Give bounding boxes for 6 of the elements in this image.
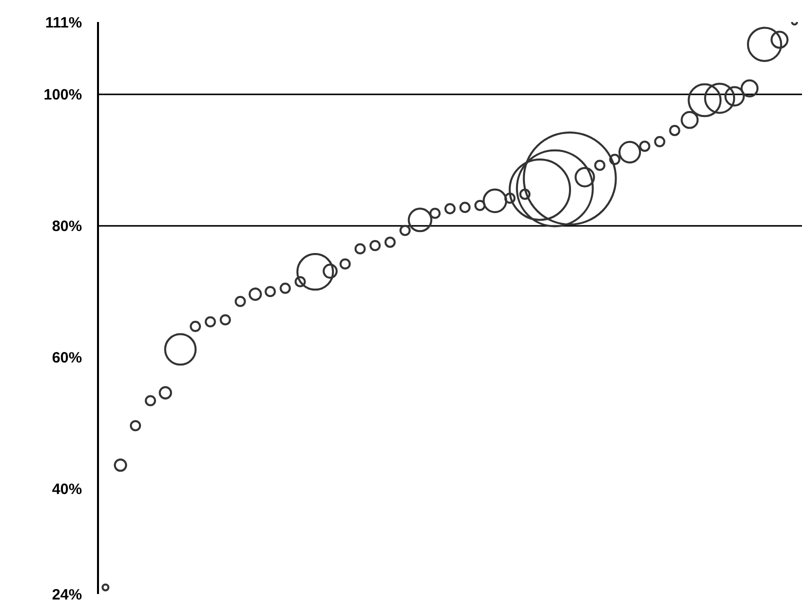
- y-tick-label: 111%: [45, 14, 82, 32]
- y-tick-label: 80%: [52, 218, 82, 236]
- y-tick-label: 100%: [44, 86, 82, 104]
- y-tick-label: 60%: [52, 350, 82, 367]
- y-tick-label: 40%: [52, 481, 82, 498]
- y-tick-label: 24%: [52, 586, 82, 604]
